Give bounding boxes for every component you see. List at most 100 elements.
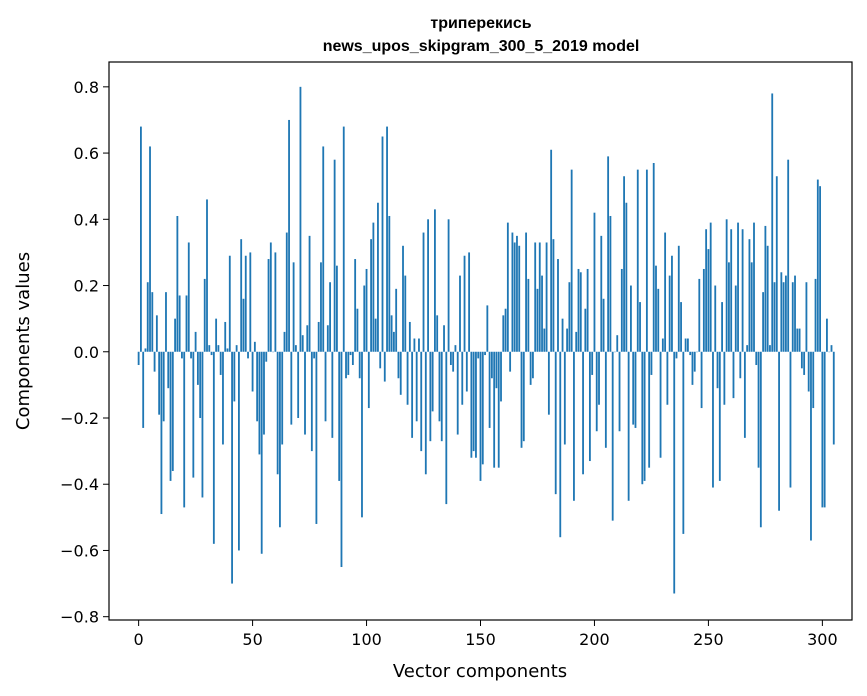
bar xyxy=(579,272,582,352)
bar xyxy=(661,338,664,352)
bar xyxy=(641,351,644,485)
bar xyxy=(377,202,379,352)
bar xyxy=(169,351,172,481)
bar xyxy=(285,232,288,352)
bar xyxy=(379,351,382,369)
bar xyxy=(356,308,359,352)
bar xyxy=(773,282,776,352)
bar xyxy=(406,351,409,405)
bar xyxy=(301,335,304,352)
bar xyxy=(588,351,591,462)
bar xyxy=(771,93,774,352)
bar xyxy=(219,351,222,375)
y-tick-label: 0.4 xyxy=(74,210,99,229)
bar xyxy=(723,351,726,405)
bar xyxy=(497,351,500,468)
bar xyxy=(563,351,566,445)
bar xyxy=(386,126,388,352)
bar xyxy=(816,179,819,352)
bar xyxy=(242,298,245,352)
bar xyxy=(559,351,562,538)
bar xyxy=(340,351,343,568)
bar xyxy=(443,325,445,352)
bar xyxy=(832,351,835,445)
bar xyxy=(322,146,325,352)
bar xyxy=(424,351,427,475)
y-axis: −0.8 −0.6 −0.4 −0.2 0.0 0.2 0.4 0.6 0.8 xyxy=(60,78,109,627)
bar xyxy=(586,268,589,352)
bar xyxy=(363,285,366,352)
bar xyxy=(490,351,493,379)
bar xyxy=(775,176,778,352)
bar xyxy=(632,351,635,425)
y-tick-label: 0.0 xyxy=(74,343,99,362)
bar xyxy=(538,242,541,352)
bar xyxy=(199,351,202,418)
bar xyxy=(155,315,158,352)
bar xyxy=(142,351,145,428)
bar xyxy=(762,292,765,352)
bar xyxy=(577,268,580,352)
bar xyxy=(178,295,181,352)
bar xyxy=(217,345,220,352)
bar xyxy=(700,351,703,409)
bar xyxy=(570,169,573,352)
bar xyxy=(652,163,655,352)
bar xyxy=(657,288,660,352)
bar xyxy=(238,351,240,551)
bar xyxy=(716,351,719,389)
bar xyxy=(187,242,190,352)
bar xyxy=(192,351,195,478)
bar xyxy=(137,351,140,366)
bar xyxy=(714,285,717,352)
bar xyxy=(326,325,329,352)
bar xyxy=(655,265,657,352)
bar xyxy=(520,351,523,448)
bars-group xyxy=(137,86,835,594)
bar xyxy=(800,351,803,369)
bar xyxy=(778,351,780,511)
bar xyxy=(336,265,338,352)
bar xyxy=(527,278,530,352)
bar xyxy=(611,351,614,521)
bar xyxy=(306,325,309,352)
bar xyxy=(814,278,817,352)
bar xyxy=(397,351,400,379)
bar xyxy=(388,215,391,352)
bar xyxy=(743,351,746,438)
bar xyxy=(440,351,443,442)
bar xyxy=(404,275,407,352)
bar xyxy=(484,351,486,356)
bar xyxy=(333,159,336,352)
bar xyxy=(244,255,247,352)
bar xyxy=(317,321,320,352)
bar xyxy=(630,285,632,352)
bar xyxy=(486,305,489,352)
bar xyxy=(821,351,824,508)
bar xyxy=(247,351,249,359)
bar xyxy=(140,126,142,352)
bar xyxy=(372,222,375,352)
bar xyxy=(274,252,277,352)
x-tick-label: 50 xyxy=(242,630,262,649)
bar xyxy=(265,351,268,362)
bar xyxy=(554,351,557,495)
bar xyxy=(645,169,648,352)
bar xyxy=(165,292,167,352)
bar xyxy=(516,235,518,352)
bar xyxy=(374,318,377,352)
bar xyxy=(803,351,806,375)
bar xyxy=(810,351,812,541)
bar xyxy=(488,351,491,428)
bar xyxy=(290,351,293,425)
bar xyxy=(408,321,411,352)
bar xyxy=(292,262,295,352)
bar xyxy=(413,338,416,352)
bar xyxy=(212,351,215,544)
bar xyxy=(823,351,826,508)
bar xyxy=(794,275,796,352)
bar xyxy=(495,351,498,389)
bar xyxy=(415,351,418,422)
bar xyxy=(399,351,402,395)
